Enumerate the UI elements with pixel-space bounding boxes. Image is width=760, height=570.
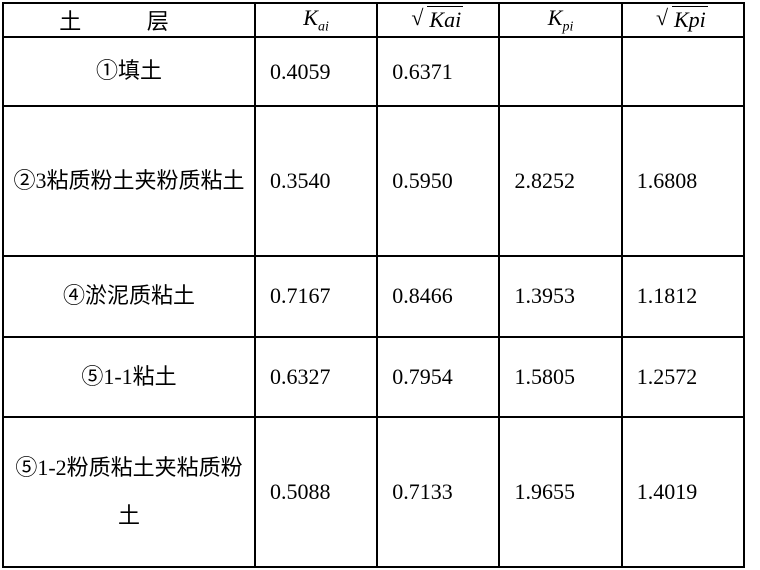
sqrt-kai-cell: 0.7954 <box>377 337 499 418</box>
table-body: ①填土 0.4059 0.6371 ②3粘质粉土夹粉质粘土 0.3540 0.5… <box>3 37 744 567</box>
sqrt-kpi-cell <box>622 37 744 106</box>
kai-cell: 0.4059 <box>255 37 377 106</box>
sqrt-kpi-inner: Kpi <box>672 6 708 32</box>
kpi-cell: 1.5805 <box>499 337 621 418</box>
kpi-cell: 1.3953 <box>499 256 621 337</box>
table-row: ②3粘质粉土夹粉质粘土 0.3540 0.5950 2.8252 1.6808 <box>3 106 744 256</box>
soil-header-label: 土 层 <box>59 9 199 34</box>
table-row: ⑤1-1粘土 0.6327 0.7954 1.5805 1.2572 <box>3 337 744 418</box>
table-row: ④淤泥质粘土 0.7167 0.8466 1.3953 1.1812 <box>3 256 744 337</box>
soil-coefficient-table-container: 土 层 Kai Kai Kpi Kpi ①填土 0.4059 <box>0 0 760 570</box>
kpi-symbol: K <box>548 5 563 30</box>
kai-cell: 0.6327 <box>255 337 377 418</box>
col-header-kpi: Kpi <box>499 3 621 37</box>
kai-cell: 0.7167 <box>255 256 377 337</box>
col-header-sqrt-kai: Kai <box>377 3 499 37</box>
col-header-sqrt-kpi: Kpi <box>622 3 744 37</box>
sqrt-kpi-cell: 1.6808 <box>622 106 744 256</box>
kai-sub: ai <box>318 19 329 34</box>
soil-name-cell: ④淤泥质粘土 <box>3 256 255 337</box>
kpi-cell <box>499 37 621 106</box>
sqrt-kai-cell: 0.8466 <box>377 256 499 337</box>
kai-symbol: K <box>303 5 318 30</box>
table-row: ⑤1-2粉质粘土夹粘质粉土 0.5088 0.7133 1.9655 1.401… <box>3 417 744 567</box>
table-header: 土 层 Kai Kai Kpi Kpi <box>3 3 744 37</box>
sqrt-kpi-cell: 1.4019 <box>622 417 744 567</box>
sqrt-kpi-cell: 1.1812 <box>622 256 744 337</box>
sqrt-kai-cell: 0.6371 <box>377 37 499 106</box>
kai-cell: 0.5088 <box>255 417 377 567</box>
header-row: 土 层 Kai Kai Kpi Kpi <box>3 3 744 37</box>
sqrt-kpi-cell: 1.2572 <box>622 337 744 418</box>
kpi-sub: pi <box>562 19 573 34</box>
soil-name-cell: ①填土 <box>3 37 255 106</box>
soil-name-cell: ⑤1-1粘土 <box>3 337 255 418</box>
sqrt-kai-wrap: Kai <box>413 7 463 33</box>
soil-coefficient-table: 土 层 Kai Kai Kpi Kpi ①填土 0.4059 <box>2 2 745 568</box>
sqrt-kpi-wrap: Kpi <box>658 7 708 33</box>
kpi-cell: 1.9655 <box>499 417 621 567</box>
sqrt-kai-cell: 0.5950 <box>377 106 499 256</box>
col-header-soil: 土 层 <box>3 3 255 37</box>
col-header-kai: Kai <box>255 3 377 37</box>
kai-cell: 0.3540 <box>255 106 377 256</box>
soil-name-cell: ②3粘质粉土夹粉质粘土 <box>3 106 255 256</box>
sqrt-kai-cell: 0.7133 <box>377 417 499 567</box>
soil-name-cell: ⑤1-2粉质粘土夹粘质粉土 <box>3 417 255 567</box>
kpi-cell: 2.8252 <box>499 106 621 256</box>
sqrt-kai-inner: Kai <box>427 6 463 32</box>
table-row: ①填土 0.4059 0.6371 <box>3 37 744 106</box>
